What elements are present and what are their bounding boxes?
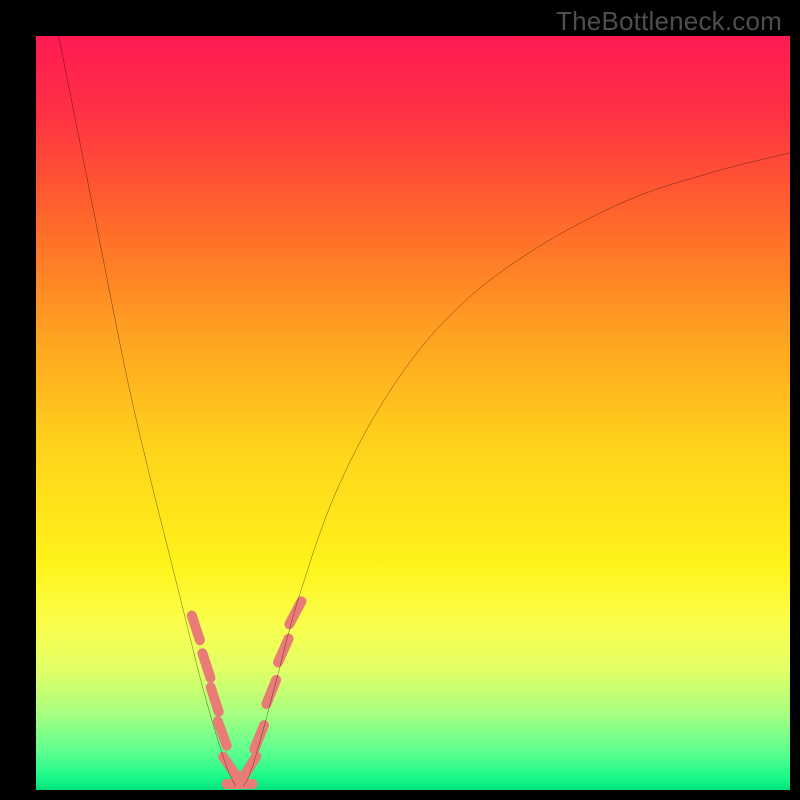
chart-background-gradient [36, 36, 790, 790]
watermark-text: TheBottleneck.com [556, 6, 782, 37]
chart-stage: TheBottleneck.com [0, 0, 800, 800]
plot-area [36, 36, 790, 790]
